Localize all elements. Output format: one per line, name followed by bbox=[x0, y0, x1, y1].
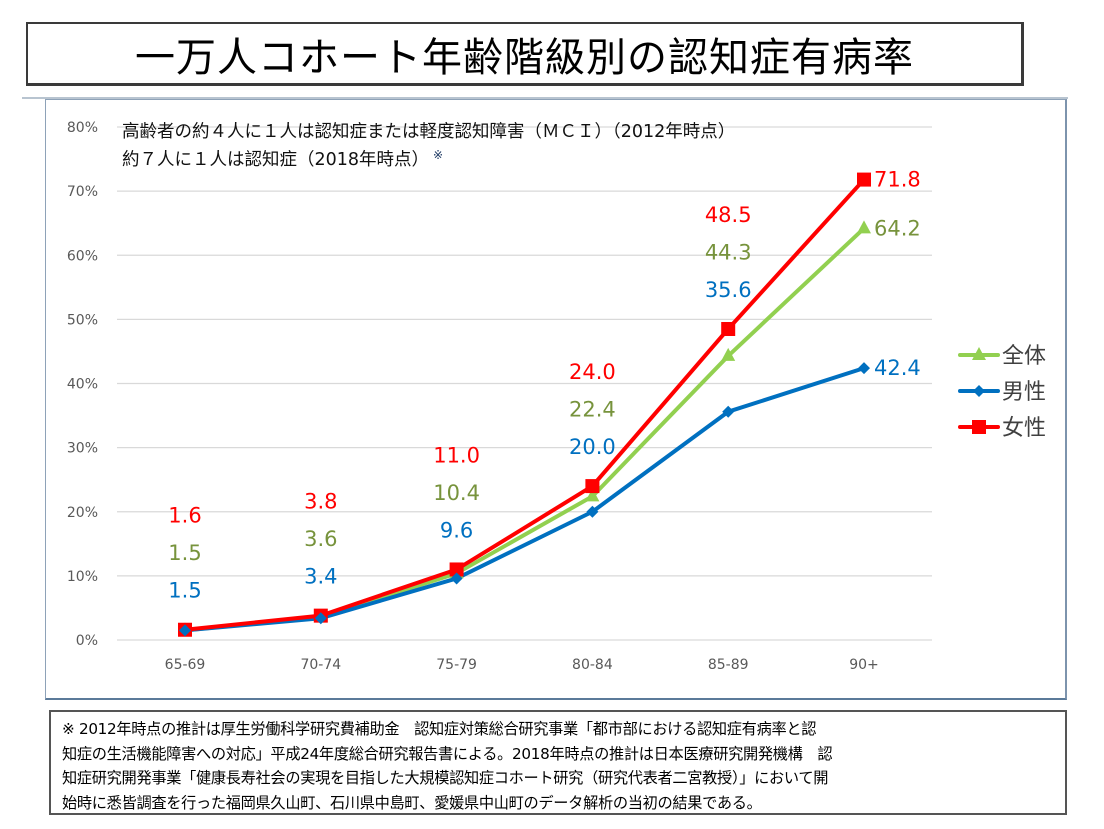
title-divider bbox=[22, 97, 1068, 99]
data-label: 22.4 bbox=[569, 398, 616, 422]
legend-label: 女性 bbox=[1002, 416, 1046, 441]
annotation-dementia: 約７人に１人は認知症（2018年時点） ※ bbox=[122, 146, 443, 171]
chart-frame bbox=[45, 99, 1067, 700]
legend-marker-square bbox=[972, 420, 986, 434]
data-point-square bbox=[449, 562, 464, 577]
footnote-line: 知症研究開発事業「健康長寿社会の実現を目指した大規模認知症コホート研究（研究代表… bbox=[62, 769, 829, 787]
y-tick-label: 60% bbox=[67, 248, 98, 264]
title-box: 一万人コホート年齢階級別の認知症有病率 bbox=[26, 22, 1024, 86]
x-axis-ticks: 65-69 70-74 75-79 80-84 85-89 90+ bbox=[165, 657, 879, 673]
data-labels: 1.5 1.5 1.6 3.4 3.6 3.8 9.6 10.4 11.0 20.0 22.4 24.… bbox=[168, 168, 920, 603]
x-tick-label: 85-89 bbox=[708, 657, 749, 673]
annotation-dementia-text: 約７人に１人は認知症（2018年時点） bbox=[122, 150, 430, 170]
footnote-line: 知症の生活機能障害への対応」平成24年度総合研究報告書による。2018年時点の推… bbox=[62, 744, 833, 763]
data-point-diamond bbox=[722, 405, 735, 418]
x-tick-label: 70-74 bbox=[300, 657, 341, 673]
y-tick-label: 20% bbox=[67, 505, 98, 521]
data-label: 9.6 bbox=[440, 518, 473, 542]
y-axis-ticks: 0% 10% 20% 30% 40% 50% 60% 70% 80% bbox=[67, 120, 98, 649]
legend-marker-triangle bbox=[972, 347, 986, 360]
y-tick-label: 80% bbox=[67, 120, 98, 136]
data-label: 20.0 bbox=[569, 435, 616, 459]
data-point-triangle bbox=[585, 488, 600, 502]
data-point-triangle bbox=[857, 220, 871, 234]
data-point-square bbox=[721, 321, 736, 336]
legend-marker-diamond bbox=[973, 385, 985, 397]
series-lines bbox=[183, 177, 866, 633]
y-tick-label: 10% bbox=[67, 569, 98, 585]
data-label: 42.4 bbox=[874, 356, 921, 380]
data-label: 24.0 bbox=[569, 360, 616, 384]
data-label: 64.2 bbox=[874, 216, 921, 240]
data-point-diamond bbox=[858, 362, 870, 375]
annotation-mci: 高齢者の約４人に１人は認知症または軽度認知障害（ＭＣＩ）（2012年時点） bbox=[122, 122, 736, 142]
reference-mark: ※ bbox=[433, 148, 444, 162]
y-tick-label: 30% bbox=[67, 441, 98, 457]
x-tick-label: 80-84 bbox=[572, 657, 613, 673]
series-line-diamond bbox=[183, 366, 866, 633]
footnote-box: ※ 2012年時点の推計は厚生労働科学研究費補助金 認知症対策総合研究事業「都市… bbox=[49, 710, 1067, 815]
data-label: 44.3 bbox=[705, 240, 752, 264]
data-label: 1.6 bbox=[168, 504, 201, 528]
x-tick-label: 65-69 bbox=[165, 657, 206, 673]
x-tick-label: 75-79 bbox=[436, 657, 477, 673]
data-point-diamond bbox=[314, 612, 327, 625]
y-tick-label: 0% bbox=[76, 633, 98, 649]
legend-label: 全体 bbox=[1002, 344, 1046, 369]
data-point-diamond bbox=[586, 505, 599, 518]
data-point-square bbox=[585, 479, 600, 494]
legend-item: 男性 bbox=[958, 380, 1046, 405]
data-label: 11.0 bbox=[433, 443, 480, 467]
data-label: 35.6 bbox=[705, 278, 752, 302]
data-point-square bbox=[857, 172, 871, 187]
series-line-square bbox=[183, 177, 866, 632]
footnote-line: ※ 2012年時点の推計は厚生労働科学研究費補助金 認知症対策総合研究事業「都市… bbox=[62, 720, 817, 738]
data-label: 71.8 bbox=[874, 168, 921, 192]
legend-item: 女性 bbox=[958, 416, 1046, 441]
data-label: 1.5 bbox=[168, 579, 201, 603]
data-point-triangle bbox=[721, 347, 736, 361]
footnote-line: 始時に悉皆調査を行った福岡県久山町、石川県中島町、愛媛県中山町のデータ解析の当初… bbox=[62, 793, 762, 812]
data-label: 1.5 bbox=[168, 541, 201, 565]
gridlines bbox=[117, 126, 932, 641]
y-tick-label: 40% bbox=[67, 377, 98, 393]
data-label: 10.4 bbox=[433, 481, 480, 505]
data-label: 3.6 bbox=[304, 527, 337, 551]
series-line-triangle bbox=[183, 226, 866, 633]
data-point-diamond bbox=[450, 572, 463, 585]
page-title: 一万人コホート年齢階級別の認知症有病率 bbox=[135, 34, 914, 81]
y-tick-label: 70% bbox=[67, 184, 98, 200]
y-tick-label: 50% bbox=[67, 312, 98, 328]
legend-label: 男性 bbox=[1002, 380, 1046, 405]
data-label: 48.5 bbox=[705, 203, 752, 227]
series-markers bbox=[178, 172, 871, 637]
data-label: 3.8 bbox=[304, 490, 337, 514]
legend-item: 全体 bbox=[958, 344, 1046, 369]
data-point-diamond bbox=[179, 624, 191, 637]
data-label: 3.4 bbox=[304, 565, 337, 589]
x-tick-label: 90+ bbox=[849, 657, 879, 673]
